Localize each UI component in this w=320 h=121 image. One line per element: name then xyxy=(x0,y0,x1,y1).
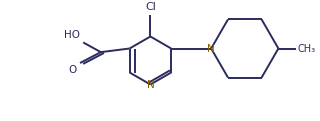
Text: HO: HO xyxy=(64,30,80,40)
Text: O: O xyxy=(68,65,77,75)
Text: CH₃: CH₃ xyxy=(298,44,316,53)
Text: Cl: Cl xyxy=(145,2,156,12)
Text: N: N xyxy=(207,44,215,53)
Text: N: N xyxy=(147,79,154,90)
